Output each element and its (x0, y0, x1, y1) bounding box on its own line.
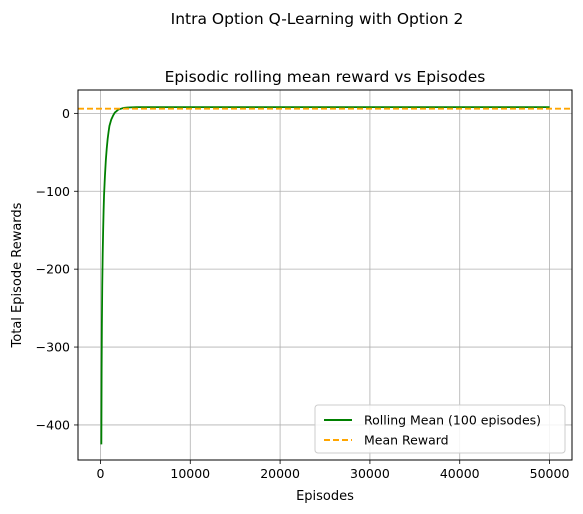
figure-suptitle: Intra Option Q-Learning with Option 2 (171, 10, 464, 28)
x-axis: 0 10000 20000 30000 40000 50000 (96, 460, 569, 481)
chart-title: Episodic rolling mean reward vs Episodes (165, 68, 486, 86)
y-tick-label: 0 (62, 106, 70, 121)
plot-frame (77, 89, 573, 461)
legend-box (314, 404, 566, 454)
legend: Rolling Mean (100 episodes) Mean Reward (314, 404, 566, 454)
x-tick-label: 30000 (350, 466, 390, 481)
y-tick-label: −400 (36, 417, 70, 432)
series-layer (78, 106, 572, 445)
x-tick-label: 0 (96, 466, 104, 481)
series-rolling-mean-line (100, 106, 550, 445)
y-axis-label: Total Episode Rewards (10, 202, 25, 348)
x-tick-label: 40000 (440, 466, 480, 481)
y-axis: 0 −100 −200 −300 −400 (36, 106, 78, 432)
x-tick-label: 20000 (260, 466, 300, 481)
legend-label-mean-reward: Mean Reward (364, 433, 449, 448)
x-tick-label: 50000 (530, 466, 570, 481)
x-tick-label: 10000 (170, 466, 210, 481)
y-tick-label: −200 (36, 262, 70, 277)
x-axis-label: Episodes (296, 489, 354, 504)
y-tick-label: −100 (36, 184, 70, 199)
y-tick-label: −300 (36, 340, 70, 355)
legend-label-rolling-mean: Rolling Mean (100 episodes) (364, 413, 541, 428)
